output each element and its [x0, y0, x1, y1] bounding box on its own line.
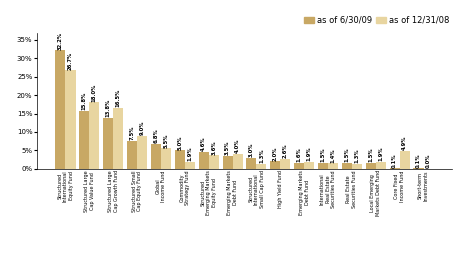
Bar	[256, 164, 266, 169]
Text: 3.5%: 3.5%	[225, 141, 230, 155]
Bar	[161, 149, 171, 169]
Text: 3.6%: 3.6%	[211, 140, 216, 155]
Bar	[199, 152, 209, 169]
Text: 15.8%: 15.8%	[82, 91, 87, 110]
Bar	[304, 162, 314, 169]
Bar	[80, 110, 90, 169]
Bar	[352, 164, 362, 169]
Bar	[113, 108, 123, 169]
Bar	[137, 135, 147, 169]
Bar	[399, 151, 409, 169]
Text: 13.8%: 13.8%	[106, 99, 111, 117]
Text: 1.4%: 1.4%	[330, 148, 335, 163]
Bar	[366, 163, 376, 169]
Text: 9.0%: 9.0%	[139, 120, 144, 135]
Bar	[376, 162, 386, 169]
Text: 4.9%: 4.9%	[402, 135, 407, 150]
Bar	[209, 155, 219, 169]
Text: 1.9%: 1.9%	[187, 146, 192, 161]
Text: 1.6%: 1.6%	[297, 147, 302, 162]
Bar	[223, 156, 233, 169]
Bar	[175, 150, 185, 169]
Bar	[318, 163, 328, 169]
Text: 4.6%: 4.6%	[201, 136, 206, 151]
Text: 0.1%: 0.1%	[416, 153, 421, 168]
Text: 1.5%: 1.5%	[345, 148, 350, 162]
Bar	[280, 159, 290, 169]
Text: 5.5%: 5.5%	[164, 133, 169, 148]
Text: 0.1%: 0.1%	[392, 153, 397, 168]
Bar	[328, 163, 338, 169]
Text: 26.7%: 26.7%	[68, 51, 73, 70]
Text: 5.0%: 5.0%	[177, 135, 182, 150]
Text: 4.0%: 4.0%	[235, 139, 240, 153]
Bar	[90, 103, 99, 169]
Text: 1.9%: 1.9%	[378, 146, 383, 161]
Bar	[103, 118, 113, 169]
Bar	[233, 154, 243, 169]
Bar	[270, 161, 280, 169]
Text: 1.5%: 1.5%	[320, 148, 325, 162]
Bar	[390, 168, 399, 169]
Bar	[127, 141, 137, 169]
Text: 1.9%: 1.9%	[307, 146, 312, 161]
Bar	[342, 163, 352, 169]
Legend: as of 6/30/09, as of 12/31/08: as of 6/30/09, as of 12/31/08	[301, 12, 452, 28]
Text: 32.2%: 32.2%	[58, 32, 63, 50]
Bar	[414, 168, 424, 169]
Text: 6.8%: 6.8%	[154, 128, 159, 143]
Text: 3.0%: 3.0%	[249, 142, 254, 157]
Text: 0.0%: 0.0%	[426, 153, 431, 168]
Bar	[65, 70, 75, 169]
Text: 2.0%: 2.0%	[273, 146, 278, 160]
Bar	[151, 144, 161, 169]
Text: 1.3%: 1.3%	[355, 149, 359, 163]
Text: 1.3%: 1.3%	[259, 149, 264, 163]
Text: 16.5%: 16.5%	[116, 89, 121, 107]
Text: 2.6%: 2.6%	[283, 144, 288, 158]
Bar	[185, 162, 195, 169]
Bar	[246, 157, 256, 169]
Text: 18.0%: 18.0%	[92, 83, 97, 102]
Bar	[294, 163, 304, 169]
Bar	[55, 50, 65, 169]
Text: 1.5%: 1.5%	[368, 148, 373, 162]
Text: 7.5%: 7.5%	[130, 126, 134, 140]
